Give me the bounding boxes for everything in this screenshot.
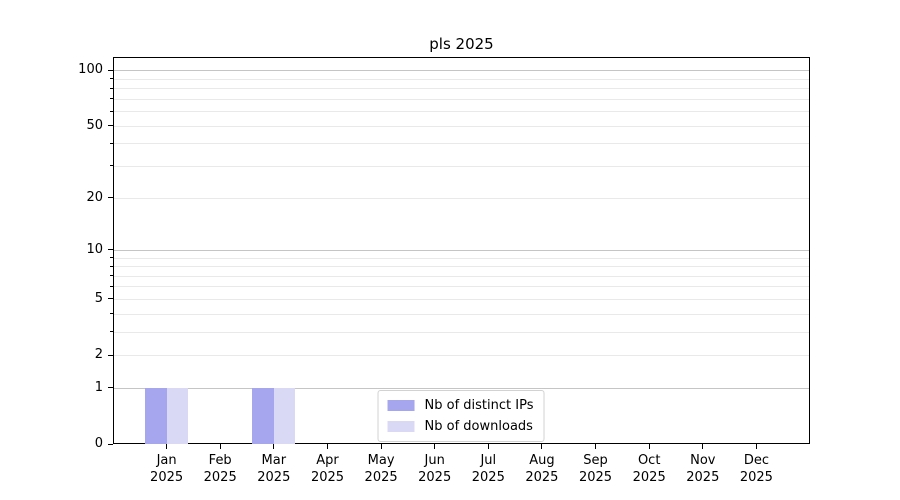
x-tick-mark [755, 444, 757, 449]
gridline-major [114, 197, 809, 199]
legend: Nb of distinct IPs Nb of downloads [377, 390, 545, 442]
x-axis-tick-label: Jul 2025 [471, 453, 505, 485]
x-tick-mark [541, 444, 543, 449]
y-minor-tick-mark [110, 265, 113, 267]
gridline-minor [114, 257, 809, 259]
y-axis-tick-label: 0 [94, 436, 103, 451]
y-minor-tick-mark [110, 110, 113, 112]
gridline-minor [114, 286, 809, 288]
y-minor-tick-mark [110, 78, 113, 80]
x-axis-tick-label: Sep 2025 [578, 453, 613, 485]
x-tick-mark [648, 444, 650, 449]
y-tick-mark [108, 354, 113, 356]
y-tick-mark [108, 125, 113, 127]
y-tick-mark [108, 387, 113, 389]
y-tick-mark [108, 197, 113, 198]
x-tick-mark [166, 444, 168, 449]
x-tick-mark [273, 444, 275, 449]
y-minor-tick-mark [110, 87, 113, 89]
y-axis-tick-label: 100 [78, 62, 103, 78]
gridline-minor [114, 78, 809, 80]
bar-nb-of-downloads [166, 387, 188, 444]
y-minor-tick-mark [110, 98, 113, 100]
x-tick-mark [219, 444, 221, 449]
gridline-minor [114, 266, 809, 268]
gridline-minor [114, 275, 809, 277]
y-minor-tick-mark [110, 165, 113, 167]
y-axis-tick-label: 50 [86, 117, 103, 133]
x-axis-tick-label: Dec 2025 [739, 453, 773, 485]
x-axis-tick-label: Aug 2025 [525, 453, 559, 485]
y-axis-tick-label: 5 [94, 290, 103, 306]
legend-row: Nb of distinct IPs [387, 397, 534, 414]
gridline-major [114, 125, 809, 127]
gridline-major [114, 355, 809, 356]
y-axis-tick-label: 20 [86, 189, 103, 205]
legend-row: Nb of downloads [387, 418, 534, 435]
y-minor-tick-mark [110, 142, 113, 144]
x-axis-tick-label: Apr 2025 [310, 453, 345, 485]
gridline-major [114, 249, 809, 251]
x-axis-tick-label: Jun 2025 [418, 453, 452, 485]
y-tick-mark [108, 443, 113, 445]
gridline-minor [114, 143, 809, 145]
gridline-major [114, 298, 809, 300]
bar-nb-of-distinct-ips [145, 387, 167, 444]
gridline-minor [114, 88, 809, 90]
x-tick-mark [380, 444, 382, 449]
chart-title: pls 2025 [429, 35, 494, 53]
y-axis-tick-label: 1 [94, 379, 103, 395]
y-minor-tick-mark [110, 331, 113, 333]
x-axis-tick-label: Jan 2025 [150, 453, 184, 485]
legend-swatch-nb-of-distinct-ips [387, 400, 415, 411]
y-tick-mark [108, 298, 113, 300]
gridline-minor [114, 313, 809, 315]
x-tick-mark [702, 444, 704, 449]
y-tick-mark [108, 69, 113, 71]
bar-nb-of-distinct-ips [252, 387, 274, 444]
gridline-major [114, 70, 809, 72]
y-minor-tick-mark [110, 313, 113, 315]
y-axis-tick-label: 2 [94, 347, 103, 362]
x-axis-tick-label: Mar 2025 [257, 453, 291, 485]
legend-label: Nb of distinct IPs [424, 398, 534, 413]
gridline-minor [114, 111, 809, 113]
gridline-minor [114, 165, 809, 167]
x-tick-mark [434, 444, 436, 449]
gridline-minor [114, 98, 809, 100]
x-tick-mark [595, 444, 596, 449]
x-axis-tick-label: Feb 2025 [203, 453, 237, 485]
legend-swatch-nb-of-downloads [387, 421, 415, 432]
bar-nb-of-downloads [273, 387, 296, 444]
x-axis-tick-label: Nov 2025 [686, 453, 720, 485]
y-axis-tick-label: 10 [86, 241, 103, 257]
x-tick-mark [327, 444, 328, 449]
gridline-minor [114, 331, 809, 333]
y-tick-mark [108, 249, 113, 251]
y-minor-tick-mark [110, 275, 113, 277]
x-tick-mark [487, 444, 489, 449]
y-minor-tick-mark [110, 257, 113, 258]
x-axis-tick-label: Oct 2025 [632, 453, 666, 485]
x-axis-tick-label: May 2025 [364, 453, 398, 485]
y-minor-tick-mark [110, 285, 113, 287]
gridline-major [114, 387, 809, 389]
legend-label: Nb of downloads [424, 419, 533, 434]
